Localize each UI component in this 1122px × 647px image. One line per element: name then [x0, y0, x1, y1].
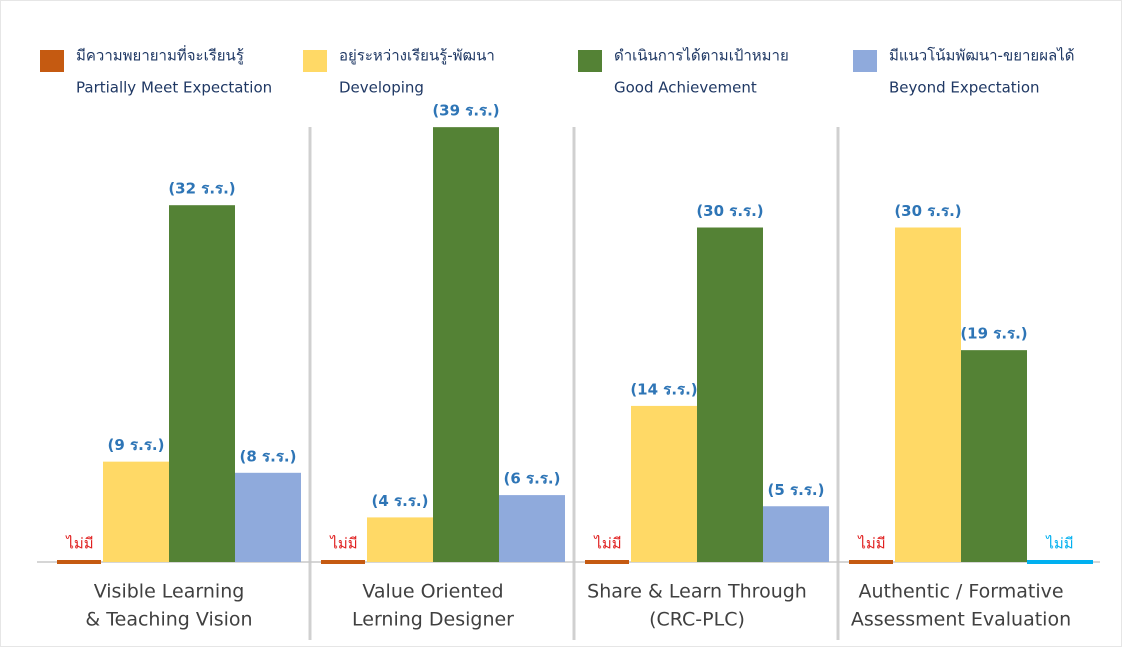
- data-label: ไม่มี: [65, 535, 93, 553]
- bar: [1027, 560, 1093, 564]
- legend-label: Developing: [339, 79, 424, 97]
- data-label: ไม่มี: [593, 535, 621, 553]
- x-tick-label: & Teaching Vision: [85, 609, 252, 631]
- x-tick-label: Visible Learning: [94, 581, 245, 603]
- legend-swatch: [303, 50, 327, 72]
- data-label: (9 ร.ร.): [108, 436, 165, 454]
- bar: [895, 227, 961, 562]
- legend-label: มีแนวโน้มพัฒนา-ขยายผลได้: [889, 47, 1074, 65]
- data-label: (30 ร.ร.): [894, 202, 961, 220]
- bar: [235, 472, 301, 562]
- bar: [697, 227, 763, 562]
- x-tick-label: Share & Learn Through: [587, 581, 807, 603]
- legend-label: ดำเนินการได้ตามเป้าหมาย: [614, 47, 789, 65]
- legend-label: Good Achievement: [614, 79, 757, 97]
- x-tick-label: Value Oriented: [362, 581, 503, 603]
- bar: [433, 127, 499, 563]
- data-label: (5 ร.ร.): [768, 481, 825, 499]
- bar: [103, 461, 169, 562]
- data-label: ไม่มี: [857, 535, 885, 553]
- legend-swatch: [853, 50, 877, 72]
- data-label: ไม่มี: [329, 535, 357, 553]
- data-label: (39 ร.ร.): [432, 102, 499, 120]
- data-label: (32 ร.ร.): [168, 180, 235, 198]
- x-tick-label: Authentic / Formative: [858, 581, 1063, 603]
- data-label: (8 ร.ร.): [240, 447, 297, 465]
- x-tick-label: Assessment Evaluation: [851, 609, 1071, 631]
- x-tick-label: (CRC-PLC): [649, 609, 745, 631]
- legend-label: Partially Meet Expectation: [76, 79, 272, 97]
- bar: [961, 350, 1027, 562]
- data-label: (19 ร.ร.): [960, 325, 1027, 343]
- legend-swatch: [578, 50, 602, 72]
- bar: [321, 560, 365, 564]
- bar: [631, 405, 697, 562]
- bar: [57, 560, 101, 564]
- data-label: (6 ร.ร.): [504, 470, 561, 488]
- bar: [849, 560, 893, 564]
- bar: [169, 205, 235, 562]
- data-label: (30 ร.ร.): [696, 202, 763, 220]
- legend-label: Beyond Expectation: [889, 79, 1040, 97]
- data-label: (14 ร.ร.): [630, 380, 697, 398]
- bar: [763, 506, 829, 562]
- legend-label: มีความพยายามที่จะเรียนรู้: [76, 45, 244, 65]
- bar: [585, 560, 629, 564]
- data-label: ไม่มี: [1045, 535, 1073, 553]
- legend-label: อยู่ระหว่างเรียนรู้-พัฒนา: [339, 47, 495, 65]
- data-label: (4 ร.ร.): [372, 492, 429, 510]
- legend-swatch: [40, 50, 64, 72]
- x-tick-label: Lerning Designer: [352, 609, 514, 631]
- bar: [367, 517, 433, 562]
- bar: [499, 495, 565, 562]
